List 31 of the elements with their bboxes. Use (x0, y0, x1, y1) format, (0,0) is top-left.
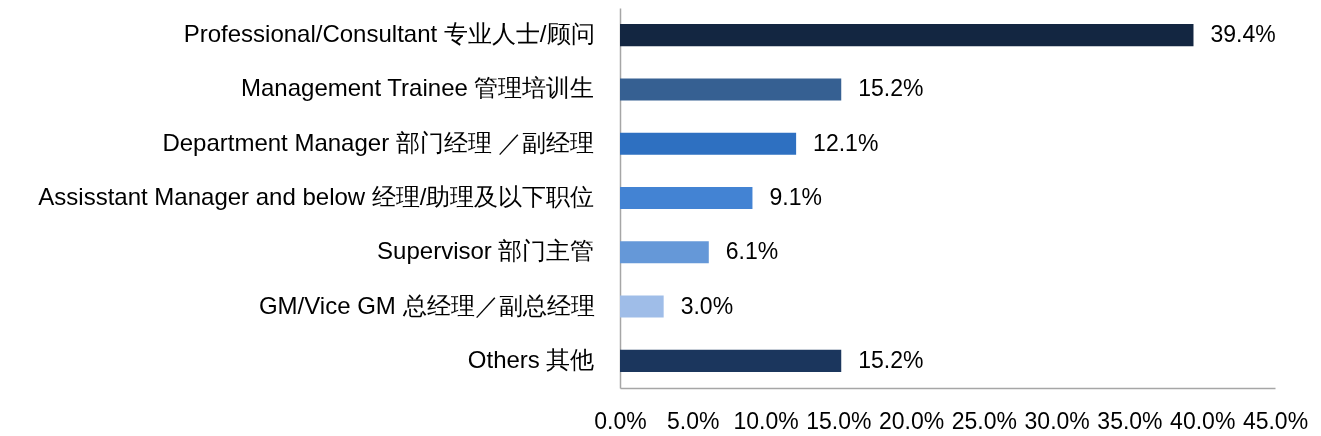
data-label: 15.2% (858, 346, 924, 373)
bar (620, 349, 842, 372)
x-tick-label: 5.0% (667, 407, 720, 434)
bar (620, 24, 1194, 47)
x-tick-label: 45.0% (1242, 407, 1309, 434)
bar (620, 78, 842, 101)
bar (620, 241, 709, 264)
data-label: 12.1% (813, 129, 879, 156)
y-tick-label: Management Trainee 管理培训生 (241, 74, 595, 102)
bar (620, 186, 753, 210)
data-label: 39.4% (1210, 21, 1276, 48)
x-tick-label: 25.0% (951, 407, 1017, 434)
x-tick-label: 40.0% (1170, 407, 1236, 434)
x-tick-label: 0.0% (594, 407, 647, 434)
data-label: 3.0% (680, 292, 734, 319)
bar (620, 295, 664, 318)
x-tick-label: 30.0% (1024, 407, 1090, 434)
x-tick-label: 10.0% (733, 407, 799, 434)
x-tick-label: 20.0% (879, 407, 945, 434)
y-tick-label: Professional/Consultant 专业人士/顾问 (183, 20, 595, 48)
x-tick-label: 15.0% (806, 407, 872, 434)
y-tick-label: Others 其他 (467, 345, 595, 373)
y-tick-label: Supervisor 部门主管 (377, 237, 595, 265)
y-tick-label: Assisstant Manager and below 经理/助理及以下职位 (38, 183, 595, 210)
y-tick-label: GM/Vice GM 总经理／副总经理 (258, 291, 595, 319)
data-label: 9.1% (769, 184, 822, 210)
data-label: 15.2% (858, 75, 924, 102)
data-label: 6.1% (725, 238, 779, 265)
bar (620, 132, 797, 155)
x-tick-label: 35.0% (1097, 407, 1163, 434)
y-tick-label: Department Manager 部门经理 ／副经理 (162, 128, 595, 156)
